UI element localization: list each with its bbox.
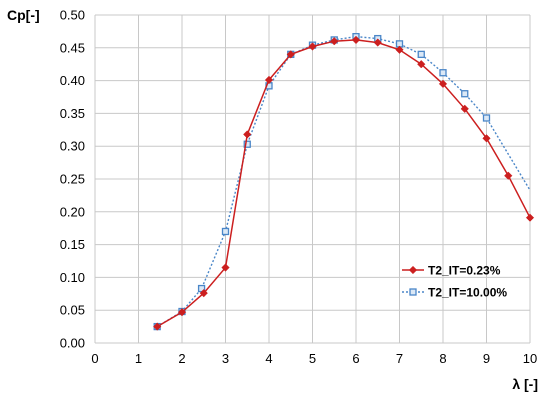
data-point: [308, 42, 317, 51]
data-point: [177, 308, 187, 317]
x-tick-label: 7: [396, 351, 403, 366]
data-point: [243, 140, 251, 148]
data-point: [199, 288, 208, 298]
data-point: [243, 130, 252, 139]
x-tick-label: 10: [523, 351, 537, 366]
x-tick-label: 6: [352, 351, 359, 366]
y-tick-label: 0.40: [60, 73, 85, 88]
data-point: [438, 79, 448, 89]
data-point: [264, 75, 274, 85]
series-line: [156, 39, 531, 328]
x-tick-label: 4: [265, 351, 272, 366]
legend-marker: [408, 265, 418, 275]
y-tick-label: 0.20: [60, 204, 85, 219]
y-tick-label: 0.35: [60, 106, 85, 121]
y-axis-label: Cp[-]: [7, 7, 40, 23]
data-point: [221, 263, 230, 272]
data-point: [153, 322, 162, 331]
data-point: [417, 60, 426, 69]
data-point: [286, 50, 295, 59]
data-point: [417, 50, 425, 59]
x-tick-label: 1: [135, 351, 142, 366]
legend: T2_IT=0.23% T2_IT=10.00%: [402, 264, 507, 300]
data-point: [460, 104, 469, 113]
data-point: [395, 45, 404, 54]
x-tick-label: 3: [222, 351, 229, 366]
x-axis-label: λ [-]: [512, 376, 538, 392]
data-point: [221, 227, 230, 236]
data-point: [504, 171, 513, 180]
data-point: [482, 134, 491, 143]
x-tick-label: 2: [178, 351, 185, 366]
data-point: [330, 37, 339, 46]
y-tick-label: 0.50: [60, 8, 85, 23]
y-tick-label: 0.25: [60, 172, 85, 187]
legend-label: T2_IT=0.23%: [428, 264, 501, 278]
data-point: [482, 114, 491, 122]
legend-marker: [409, 288, 417, 296]
x-tick-label: 8: [439, 351, 446, 366]
data-point: [439, 69, 447, 77]
legend-label: T2_IT=10.00%: [428, 286, 507, 300]
x-tick-label: 5: [309, 351, 316, 366]
data-point: [525, 213, 535, 222]
y-tick-label: 0.15: [60, 237, 85, 252]
y-tick-label: 0.05: [60, 303, 85, 318]
y-tick-label: 0.00: [60, 336, 85, 351]
y-tick-label: 0.10: [60, 270, 85, 285]
x-tick-label: 0: [91, 351, 98, 366]
y-tick-label: 0.30: [60, 139, 85, 154]
tick-labels: 0 1 2 3 4 5 6 7 8 9 10 0.00 0.05 0.10 0.15 0.20 0.25 0.30…: [60, 8, 538, 367]
series-layer: [153, 32, 535, 331]
data-point: [373, 38, 382, 47]
data-point: [351, 35, 361, 45]
y-tick-label: 0.45: [60, 40, 85, 55]
x-tick-label: 9: [483, 351, 490, 366]
data-point: [461, 90, 469, 98]
